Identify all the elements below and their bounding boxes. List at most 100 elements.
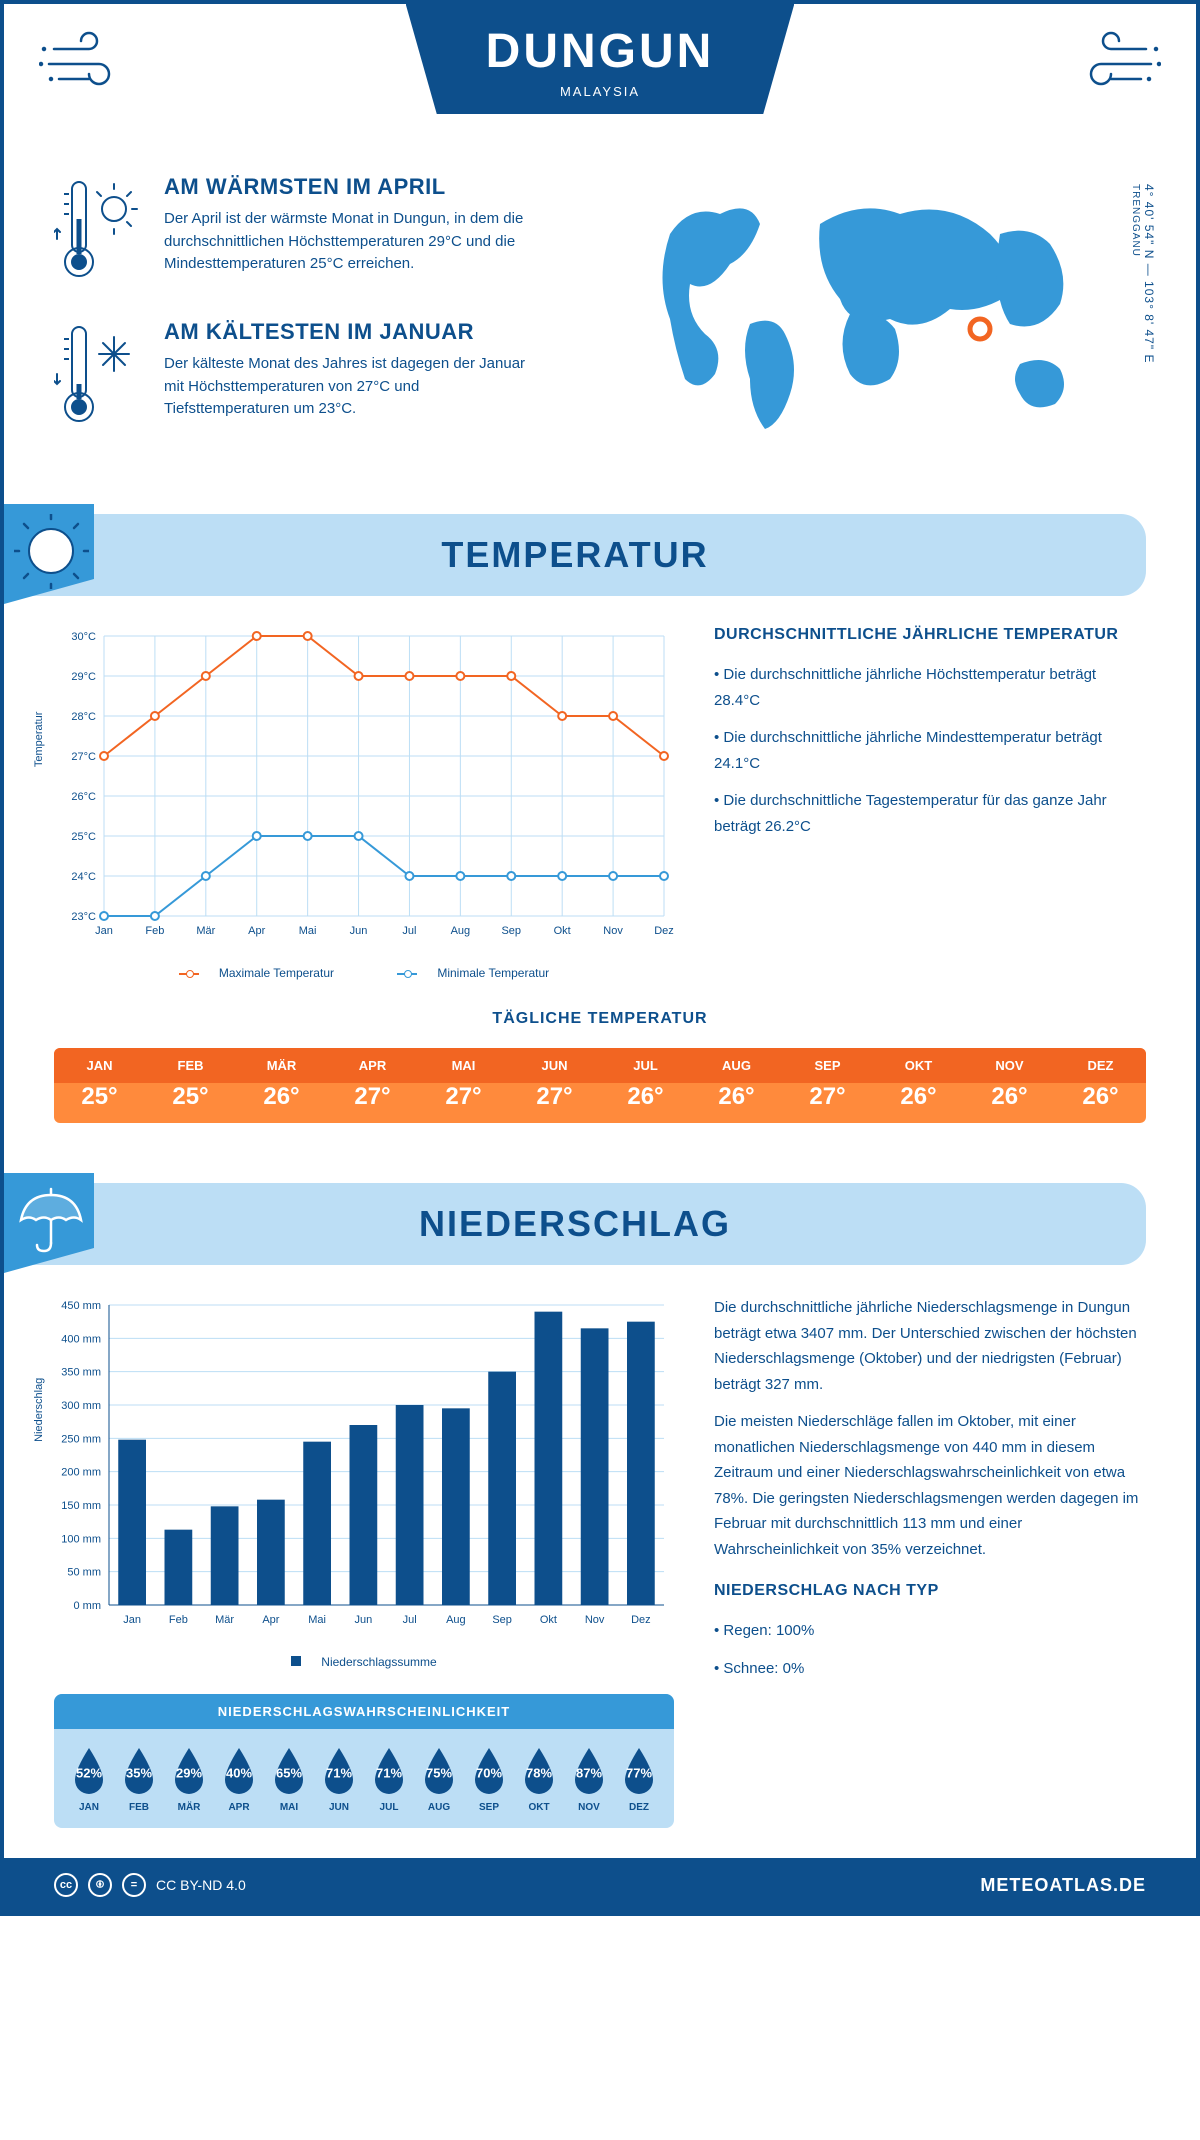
intro-left: AM WÄRMSTEN IM APRIL Der April ist der w… bbox=[54, 174, 580, 464]
prob-cell: 65%MAI bbox=[264, 1744, 314, 1813]
prob-cell: 35%FEB bbox=[114, 1744, 164, 1813]
temp-bullet: • Die durchschnittliche jährliche Höchst… bbox=[714, 662, 1146, 713]
prob-cell: 52%JAN bbox=[64, 1744, 114, 1813]
prob-cell: 87%NOV bbox=[564, 1744, 614, 1813]
temp-ylabel: Temperatur bbox=[33, 711, 45, 767]
daily-temp-cell: JAN25° bbox=[54, 1048, 145, 1123]
svg-text:Feb: Feb bbox=[145, 925, 164, 937]
precip-heading: NIEDERSCHLAG bbox=[4, 1203, 1146, 1245]
svg-text:26°C: 26°C bbox=[71, 791, 96, 803]
daily-temp-cell: OKT26° bbox=[873, 1048, 964, 1123]
svg-text:Mai: Mai bbox=[308, 1614, 326, 1626]
svg-text:29°C: 29°C bbox=[71, 671, 96, 683]
svg-text:Jan: Jan bbox=[123, 1614, 141, 1626]
daily-temp-cell: MAI27° bbox=[418, 1048, 509, 1123]
daily-temp-cell: JUL26° bbox=[600, 1048, 691, 1123]
daily-temp-cell: MÄR26° bbox=[236, 1048, 327, 1123]
region-value: TRENGGANU bbox=[1130, 184, 1141, 257]
daily-temp-cell: FEB25° bbox=[145, 1048, 236, 1123]
daily-temp-cell: DEZ26° bbox=[1055, 1048, 1146, 1123]
thermometer-sun-icon bbox=[54, 174, 144, 289]
svg-text:200 mm: 200 mm bbox=[61, 1467, 101, 1479]
coldest-block: AM KÄLTESTEN IM JANUAR Der kälteste Mona… bbox=[54, 319, 580, 434]
prob-cell: 40%APR bbox=[214, 1744, 264, 1813]
prob-cell: 71%JUN bbox=[314, 1744, 364, 1813]
prob-cell: 29%MÄR bbox=[164, 1744, 214, 1813]
raindrop-icon: 29% bbox=[167, 1744, 211, 1796]
location-marker-icon bbox=[970, 319, 990, 339]
svg-text:Jun: Jun bbox=[355, 1614, 373, 1626]
svg-text:24°C: 24°C bbox=[71, 871, 96, 883]
svg-text:150 mm: 150 mm bbox=[61, 1500, 101, 1512]
title-banner: DUNGUN MALAYSIA bbox=[406, 4, 795, 114]
svg-text:Okt: Okt bbox=[540, 1614, 557, 1626]
svg-text:Dez: Dez bbox=[631, 1614, 651, 1626]
prob-title: NIEDERSCHLAGSWAHRSCHEINLICHKEIT bbox=[54, 1694, 674, 1729]
thermometer-snow-icon bbox=[54, 319, 144, 434]
precip-legend: Niederschlagssumme bbox=[54, 1655, 674, 1669]
precip-para1: Die durchschnittliche jährliche Niedersc… bbox=[714, 1295, 1146, 1397]
wind-icon-right bbox=[1061, 29, 1161, 104]
temp-heading: TEMPERATUR bbox=[4, 534, 1146, 576]
precip-content: Niederschlag 0 mm50 mm100 mm150 mm200 mm… bbox=[4, 1295, 1196, 1858]
prob-cell: 70%SEP bbox=[464, 1744, 514, 1813]
precip-ylabel: Niederschlag bbox=[33, 1377, 45, 1441]
footer: cc 🅯 = CC BY-ND 4.0 METEOATLAS.DE bbox=[4, 1858, 1196, 1912]
precipitation-bar-chart: 0 mm50 mm100 mm150 mm200 mm250 mm300 mm3… bbox=[54, 1295, 674, 1635]
svg-text:28°C: 28°C bbox=[71, 711, 96, 723]
svg-text:Sep: Sep bbox=[492, 1614, 512, 1626]
city-title: DUNGUN bbox=[486, 24, 715, 79]
svg-text:350 mm: 350 mm bbox=[61, 1367, 101, 1379]
prob-cell: 78%OKT bbox=[514, 1744, 564, 1813]
footer-license: cc 🅯 = CC BY-ND 4.0 bbox=[54, 1873, 246, 1897]
svg-text:Apr: Apr bbox=[248, 925, 265, 937]
svg-text:Feb: Feb bbox=[169, 1614, 188, 1626]
raindrop-icon: 77% bbox=[617, 1744, 661, 1796]
svg-text:Okt: Okt bbox=[554, 925, 571, 937]
temp-text: DURCHSCHNITTLICHE JÄHRLICHE TEMPERATUR •… bbox=[714, 626, 1146, 980]
svg-text:Nov: Nov bbox=[603, 925, 623, 937]
raindrop-icon: 65% bbox=[267, 1744, 311, 1796]
svg-text:450 mm: 450 mm bbox=[61, 1300, 101, 1312]
raindrop-icon: 70% bbox=[467, 1744, 511, 1796]
coldest-desc: Der kälteste Monat des Jahres ist dagege… bbox=[164, 353, 544, 421]
raindrop-icon: 78% bbox=[517, 1744, 561, 1796]
svg-text:300 mm: 300 mm bbox=[61, 1400, 101, 1412]
daily-temp-bar: JAN25°FEB25°MÄR26°APR27°MAI27°JUN27°JUL2… bbox=[54, 1048, 1146, 1123]
coldest-title: AM KÄLTESTEN IM JANUAR bbox=[164, 319, 544, 345]
prob-cell: 77%DEZ bbox=[614, 1744, 664, 1813]
legend-max: Maximale Temperatur bbox=[219, 966, 334, 980]
coords-value: 4° 40' 54" N — 103° 8' 47" E bbox=[1142, 184, 1156, 363]
svg-text:Jan: Jan bbox=[95, 925, 113, 937]
temp-content: Temperatur 23°C24°C25°C26°C27°C28°C29°C3… bbox=[4, 626, 1196, 1010]
raindrop-icon: 75% bbox=[417, 1744, 461, 1796]
infographic-page: DUNGUN MALAYSIA AM WÄRMSTEN IM APRIL Der… bbox=[0, 0, 1200, 1916]
umbrella-icon bbox=[14, 1183, 89, 1263]
wind-icon-left bbox=[39, 29, 139, 104]
license-text: CC BY-ND 4.0 bbox=[156, 1877, 246, 1893]
raindrop-icon: 52% bbox=[67, 1744, 111, 1796]
temp-chart-container: Temperatur 23°C24°C25°C26°C27°C28°C29°C3… bbox=[54, 626, 674, 980]
warmest-block: AM WÄRMSTEN IM APRIL Der April ist der w… bbox=[54, 174, 580, 289]
warmest-desc: Der April ist der wärmste Monat in Dungu… bbox=[164, 208, 544, 276]
daily-temp-cell: AUG26° bbox=[691, 1048, 782, 1123]
temp-bullet: • Die durchschnittliche jährliche Mindes… bbox=[714, 725, 1146, 776]
svg-text:50 mm: 50 mm bbox=[67, 1567, 101, 1579]
precip-type-title: NIEDERSCHLAG NACH TYP bbox=[714, 1582, 1146, 1600]
temp-section-header: TEMPERATUR bbox=[4, 514, 1146, 596]
svg-text:Mär: Mär bbox=[196, 925, 215, 937]
warmest-title: AM WÄRMSTEN IM APRIL bbox=[164, 174, 544, 200]
svg-text:100 mm: 100 mm bbox=[61, 1533, 101, 1545]
daily-temp-section: TÄGLICHE TEMPERATUR JAN25°FEB25°MÄR26°AP… bbox=[4, 1010, 1196, 1163]
nd-icon: = bbox=[122, 1873, 146, 1897]
temp-bullet: • Die durchschnittliche Tagestemperatur … bbox=[714, 788, 1146, 839]
country-subtitle: MALAYSIA bbox=[486, 84, 715, 99]
svg-text:Nov: Nov bbox=[585, 1614, 605, 1626]
intro-section: AM WÄRMSTEN IM APRIL Der April ist der w… bbox=[4, 144, 1196, 494]
svg-text:30°C: 30°C bbox=[71, 631, 96, 643]
cc-icon: cc bbox=[54, 1873, 78, 1897]
world-map-icon bbox=[620, 174, 1120, 444]
coldest-text: AM KÄLTESTEN IM JANUAR Der kälteste Mona… bbox=[164, 319, 544, 434]
svg-text:Mai: Mai bbox=[299, 925, 317, 937]
raindrop-icon: 71% bbox=[367, 1744, 411, 1796]
